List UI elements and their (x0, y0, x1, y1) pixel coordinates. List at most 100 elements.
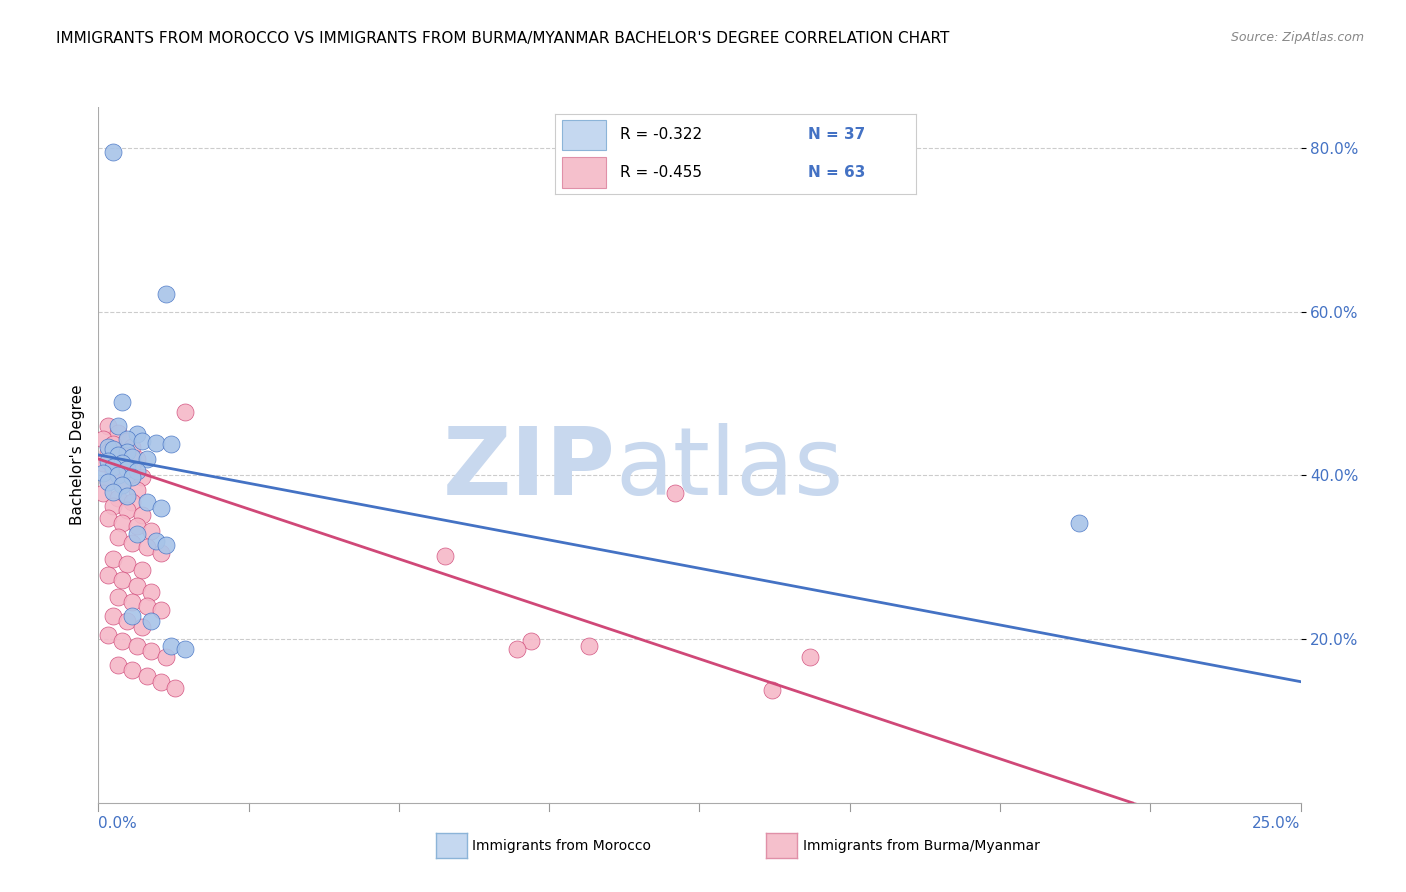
Point (125, 579, 148, 593)
Point (117, 468, 139, 483)
Point (111, 516, 134, 530)
Point (149, 674, 172, 689)
Point (91, 466, 114, 480)
Point (101, 609, 124, 624)
Point (101, 442, 124, 457)
Point (165, 681, 187, 696)
Point (125, 483, 148, 497)
Point (761, 682, 783, 697)
Point (131, 620, 153, 634)
Point (117, 502, 139, 516)
Point (97, 511, 120, 525)
Text: N = 37: N = 37 (807, 128, 865, 143)
Point (117, 445, 139, 459)
Point (91, 432, 114, 446)
Point (97, 453, 120, 467)
Point (117, 489, 139, 503)
Point (141, 584, 163, 599)
FancyBboxPatch shape (562, 157, 606, 187)
Point (174, 641, 197, 656)
Point (121, 450, 143, 465)
Text: ZIP: ZIP (443, 423, 616, 515)
Point (101, 145, 124, 159)
Point (121, 462, 143, 476)
Point (97, 475, 120, 489)
Point (117, 462, 139, 476)
Point (117, 432, 139, 446)
Point (433, 549, 456, 563)
Point (117, 434, 139, 448)
Text: Source: ZipAtlas.com: Source: ZipAtlas.com (1230, 31, 1364, 45)
Point (159, 639, 181, 653)
Point (97, 419, 120, 434)
Point (578, 639, 600, 653)
Point (117, 557, 139, 571)
Point (107, 419, 129, 434)
Text: 0.0%: 0.0% (98, 816, 138, 831)
Point (131, 470, 153, 484)
Point (149, 603, 172, 617)
Point (107, 491, 129, 506)
Point (159, 437, 181, 451)
Text: Immigrants from Burma/Myanmar: Immigrants from Burma/Myanmar (803, 838, 1039, 853)
Point (121, 494, 143, 508)
Point (135, 452, 157, 467)
Point (91, 486, 114, 500)
Point (107, 590, 129, 604)
Point (135, 599, 157, 614)
Text: 0.0%: 0.0% (485, 851, 488, 852)
Point (125, 639, 148, 653)
Point (101, 460, 124, 475)
Point (121, 440, 143, 454)
Point (107, 448, 129, 462)
Point (107, 425, 129, 440)
Point (107, 458, 129, 473)
Point (101, 464, 124, 478)
Point (111, 394, 134, 409)
Point (121, 663, 143, 677)
Point (141, 614, 163, 628)
Point (131, 434, 153, 448)
Point (107, 658, 129, 673)
Point (145, 435, 167, 450)
Point (101, 500, 124, 514)
Text: N = 63: N = 63 (807, 165, 865, 180)
Point (121, 609, 143, 624)
Point (111, 633, 134, 648)
Point (111, 456, 134, 470)
Point (141, 524, 163, 538)
Point (101, 552, 124, 566)
Point (135, 494, 157, 508)
Point (664, 486, 686, 500)
Point (131, 508, 153, 522)
Text: IMMIGRANTS FROM MOROCCO VS IMMIGRANTS FROM BURMA/MYANMAR BACHELOR'S DEGREE CORRE: IMMIGRANTS FROM MOROCCO VS IMMIGRANTS FR… (56, 31, 949, 46)
Y-axis label: Bachelor's Degree: Bachelor's Degree (69, 384, 84, 525)
Point (135, 541, 157, 555)
Point (125, 527, 148, 541)
Point (97, 445, 120, 459)
Point (111, 573, 134, 587)
Point (155, 538, 177, 552)
Text: 25.0%: 25.0% (1253, 816, 1301, 831)
Point (101, 484, 124, 499)
Point (145, 533, 167, 548)
Point (97, 568, 120, 582)
Point (125, 464, 148, 478)
Point (117, 614, 139, 628)
Point (97, 440, 120, 454)
Point (141, 644, 163, 658)
Point (125, 519, 148, 533)
FancyBboxPatch shape (562, 120, 606, 150)
Point (111, 478, 134, 492)
Point (135, 669, 157, 683)
Point (799, 650, 821, 665)
Point (121, 535, 143, 549)
Point (97, 628, 120, 642)
Text: Immigrants from Morocco: Immigrants from Morocco (472, 838, 651, 853)
Point (97, 475, 120, 489)
Point (107, 530, 129, 544)
Point (107, 468, 129, 483)
Point (121, 595, 143, 609)
Point (101, 437, 124, 451)
Point (91, 456, 114, 470)
